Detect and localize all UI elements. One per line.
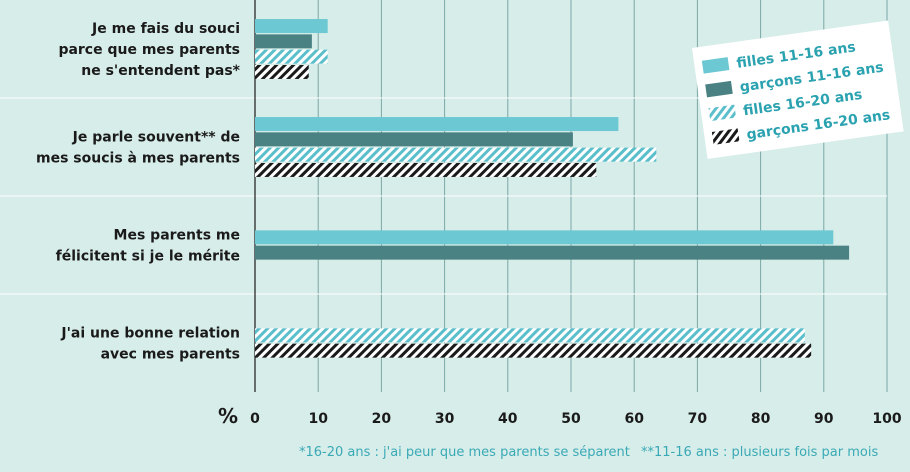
- category-labels: Je me fais du souci parce que mes parents…: [36, 21, 241, 363]
- bar-filles-11-16-ans-1: [255, 117, 619, 132]
- bar-filles-16-20-ans-3: [255, 328, 805, 343]
- footnote-16-20: *16-20 ans : j'ai peur que mes parents s…: [299, 445, 630, 460]
- category-label: Mes parents me félicitent si je le mérite: [56, 228, 240, 265]
- x-tick-label: 60: [624, 411, 644, 427]
- legend-swatch: [705, 80, 733, 98]
- x-tick-label: 70: [688, 411, 708, 427]
- legend-box: [692, 20, 904, 159]
- legend-swatch: [708, 104, 737, 122]
- x-tick-label: 30: [435, 411, 455, 427]
- bar-filles-11-16-ans-2: [255, 230, 834, 245]
- x-tick-label: 90: [814, 411, 834, 427]
- bar-gar-ons-16-20-ans-3: [255, 343, 812, 358]
- legend-swatch: [711, 128, 740, 145]
- bar-filles-16-20-ans-1: [255, 147, 657, 162]
- bar-gar-ons-16-20-ans-0: [255, 64, 309, 79]
- footnote-11-16: **11-16 ans : plusieurs fois par mois: [641, 445, 878, 460]
- bar-filles-11-16-ans-0: [255, 19, 328, 34]
- x-tick-label: 40: [498, 411, 518, 427]
- x-tick-label: 80: [751, 411, 771, 427]
- bar-gar-ons-11-16-ans-1: [255, 132, 573, 147]
- x-tick-label: 10: [308, 411, 328, 427]
- category-label: Je me fais du souci parce que mes parents…: [58, 21, 240, 79]
- legend-swatch: [701, 57, 730, 74]
- x-tick-label: 20: [372, 411, 392, 427]
- x-axis-ticks: 0 10 20 30 40 50 60 70 80 90 100: [250, 411, 902, 427]
- x-axis-unit: %: [218, 404, 238, 428]
- bar-gar-ons-11-16-ans-0: [255, 34, 312, 49]
- bar-filles-16-20-ans-0: [255, 49, 328, 64]
- x-tick-label: 100: [872, 411, 901, 427]
- bar-gar-ons-11-16-ans-2: [255, 245, 850, 260]
- bars: [255, 19, 850, 358]
- x-tick-label: 50: [561, 411, 581, 427]
- x-tick-label: 0: [250, 411, 260, 427]
- bar-gar-ons-16-20-ans-1: [255, 162, 597, 177]
- category-label: Je parle souvent** de mes soucis à mes pa…: [36, 130, 240, 167]
- category-label: J'ai une bonne relation avec mes parents: [60, 326, 240, 363]
